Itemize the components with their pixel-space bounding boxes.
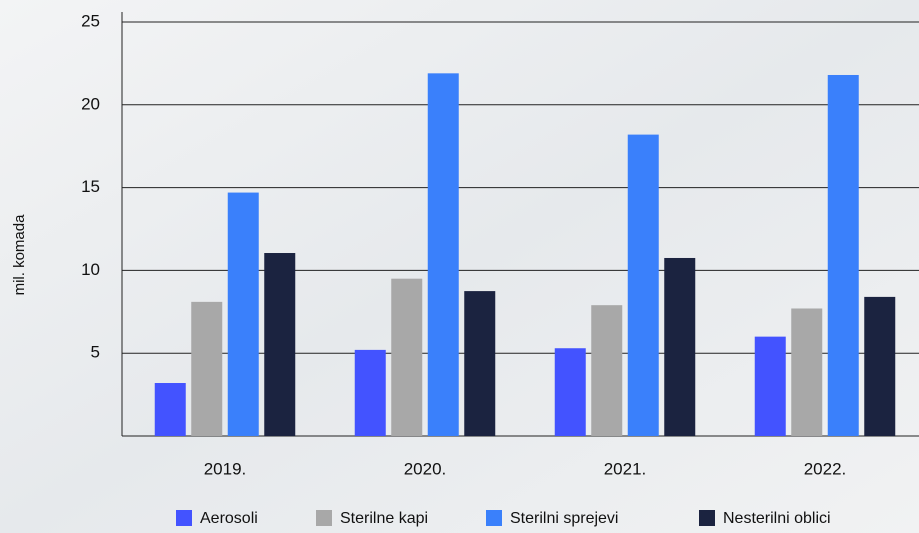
bar	[827, 74, 859, 436]
bar	[591, 305, 623, 436]
bar	[554, 348, 586, 436]
x-tick-label: 2020.	[404, 459, 447, 478]
legend-label: Sterilni sprejevi	[510, 510, 618, 527]
y-tick-label: 20	[81, 94, 100, 113]
x-tick-label: 2022.	[804, 459, 847, 478]
bar	[664, 257, 696, 436]
bar	[791, 308, 823, 436]
legend-label: Aerosoli	[200, 510, 258, 527]
y-tick-label: 10	[81, 260, 100, 279]
bar	[464, 291, 496, 436]
legend-swatch	[486, 510, 502, 526]
y-tick-label: 5	[91, 343, 100, 362]
legend-swatch	[176, 510, 192, 526]
y-tick-label: 25	[81, 11, 100, 30]
bar	[754, 336, 786, 436]
bar	[427, 73, 459, 436]
x-tick-label: 2019.	[204, 459, 247, 478]
legend-label: Nesterilni oblici	[723, 510, 831, 527]
bar	[391, 278, 423, 436]
legend-label: Sterilne kapi	[340, 510, 428, 527]
bar	[191, 301, 223, 436]
legend-swatch	[316, 510, 332, 526]
bar	[154, 383, 186, 436]
bar	[864, 296, 896, 436]
bar	[627, 134, 659, 436]
bar	[227, 192, 259, 436]
x-tick-label: 2021.	[604, 459, 647, 478]
bar	[264, 253, 296, 436]
y-axis-label: mil. komada	[11, 214, 28, 296]
bar	[354, 349, 386, 436]
legend-swatch	[699, 510, 715, 526]
y-tick-label: 15	[81, 177, 100, 196]
